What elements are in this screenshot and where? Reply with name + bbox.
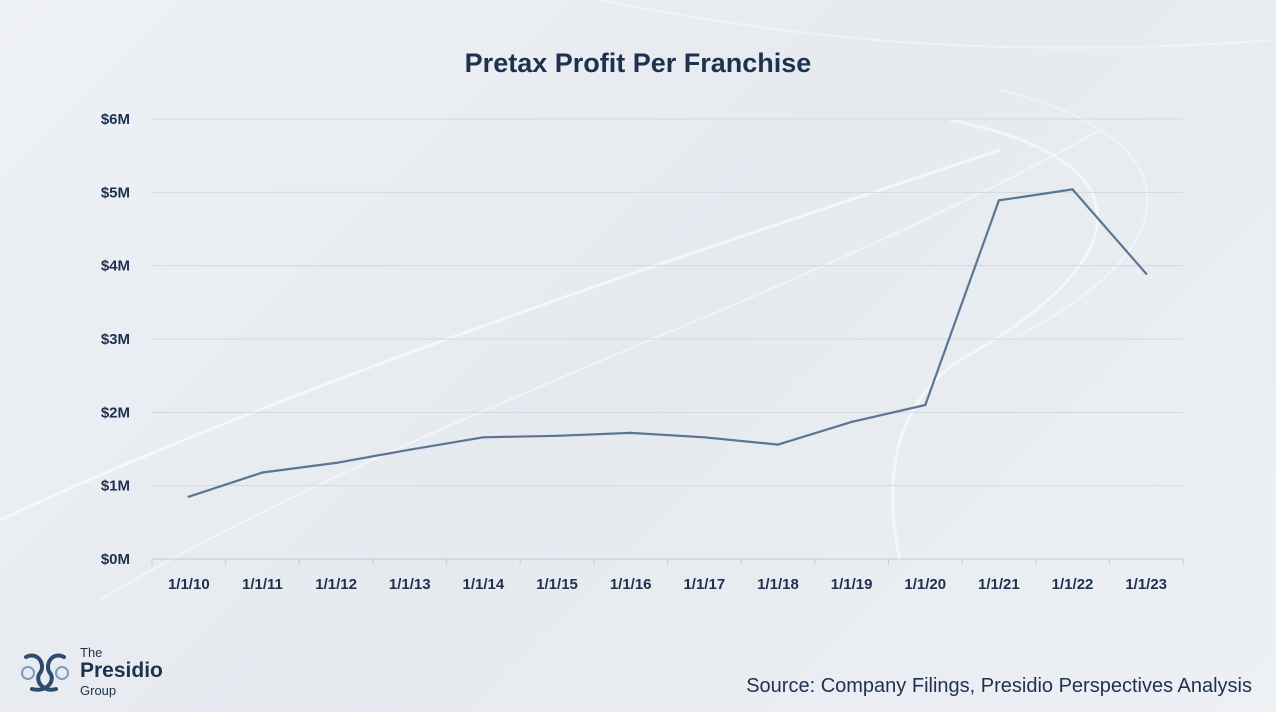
data-point — [261, 471, 264, 474]
data-point — [629, 431, 632, 435]
presidio-logo: The Presidio Group — [18, 643, 188, 705]
y-tick-label: $0M — [101, 551, 130, 568]
data-point — [334, 461, 338, 465]
data-point — [482, 436, 485, 439]
x-tick-label: 1/1/14 — [463, 576, 505, 593]
source-note: Source: Company Filings, Presidio Perspe… — [746, 675, 1252, 697]
line-chart: $0M $1M $2M $3M $4M $5M $6M 1/1/10 1/1/11 1/1/12 1… — [101, 111, 1184, 593]
data-point — [187, 495, 191, 498]
x-tick-label: 1/1/20 — [904, 576, 946, 593]
x-tick-label: 1/1/13 — [389, 576, 431, 593]
data-point — [776, 443, 780, 446]
x-tick-label: 1/1/17 — [683, 576, 725, 593]
data-point — [924, 403, 927, 407]
data-point — [408, 448, 411, 451]
x-tick-label: 1/1/12 — [315, 576, 357, 593]
y-tick-label: $2M — [101, 404, 130, 421]
y-tick-label: $1M — [101, 478, 130, 495]
x-tick-label: 1/1/16 — [610, 576, 652, 593]
data-point — [1071, 188, 1074, 191]
data-point — [1144, 272, 1148, 275]
data-point — [997, 199, 1001, 202]
x-tick-label: 1/1/18 — [757, 576, 799, 593]
presidio-logo-icon — [21, 653, 69, 692]
x-tick-label: 1/1/19 — [831, 576, 873, 593]
data-point — [850, 420, 853, 424]
x-tick-label: 1/1/10 — [168, 576, 210, 593]
series-line — [187, 188, 1148, 498]
data-point — [555, 434, 559, 437]
x-tick-label: 1/1/21 — [978, 576, 1020, 593]
logo-the-text: The — [80, 645, 103, 660]
logo-group-text: Group — [80, 683, 117, 698]
x-tick-label: 1/1/22 — [1052, 576, 1094, 593]
chart-title: Pretax Profit Per Franchise — [464, 48, 812, 78]
x-tick-label: 1/1/15 — [536, 576, 578, 593]
logo-presidio-text: Presidio — [80, 659, 163, 682]
x-tick-label: 1/1/23 — [1125, 576, 1167, 593]
y-tick-label: $6M — [101, 111, 130, 128]
data-point — [703, 436, 706, 439]
y-tick-label: $5M — [101, 184, 130, 201]
y-tick-label: $3M — [101, 331, 130, 348]
x-tick-label: 1/1/11 — [242, 576, 283, 593]
y-tick-label: $4M — [101, 258, 130, 275]
